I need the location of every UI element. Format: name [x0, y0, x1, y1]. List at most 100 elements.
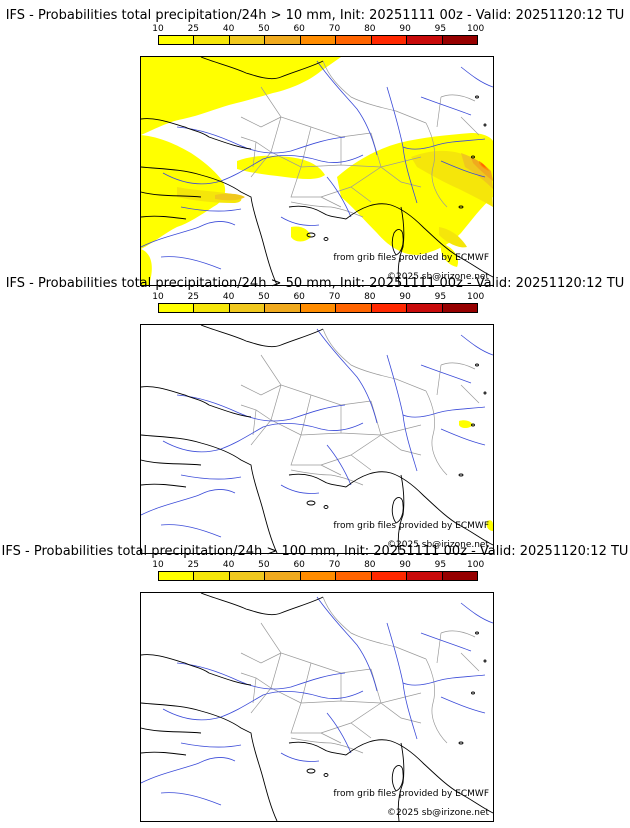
coast-line — [141, 459, 202, 488]
coast-line — [345, 739, 460, 794]
corsica-outline — [391, 497, 404, 524]
river-line — [176, 126, 346, 154]
river-line — [141, 757, 236, 784]
coast-line — [397, 742, 405, 821]
border-line — [260, 354, 422, 436]
colorbar-segment — [371, 304, 408, 312]
river-line — [280, 712, 352, 762]
precip-area — [461, 153, 493, 189]
precip-area — [141, 249, 152, 285]
colorbar-tick: 95 — [434, 560, 447, 570]
precip-area — [481, 163, 486, 168]
colorbar-segment — [229, 572, 266, 580]
coastlines — [141, 325, 493, 553]
river-line — [402, 674, 486, 686]
island — [483, 659, 487, 663]
river-line — [420, 96, 472, 116]
colorbar-segment — [371, 572, 408, 580]
border-line — [322, 328, 427, 392]
river-line — [316, 60, 378, 156]
island — [475, 363, 479, 367]
coast-line — [141, 118, 252, 150]
colorbar-tick: 70 — [328, 24, 341, 34]
colorbar-segment — [336, 572, 372, 580]
probability-map: from grib files provided by ECMWF ©2025 … — [140, 56, 494, 286]
coast-line — [141, 434, 278, 553]
colorbar — [158, 35, 478, 45]
colorbar-segment — [300, 36, 337, 44]
colorbar-segment — [371, 36, 408, 44]
colorbar-tick: 95 — [434, 292, 447, 302]
credit-grib: from grib files provided by ECMWF — [333, 789, 489, 799]
probability-map: from grib files provided by ECMWF ©2025 … — [140, 592, 494, 822]
colorbar-tick: 90 — [399, 24, 411, 34]
river-line — [440, 334, 493, 446]
river-line — [160, 474, 242, 538]
map-svg — [141, 57, 493, 285]
river-line — [162, 422, 364, 453]
colorbar-tick: 70 — [328, 292, 341, 302]
river-line — [176, 394, 346, 422]
colorbar-tick: 25 — [187, 24, 200, 34]
border-line — [240, 384, 282, 436]
precip-area — [215, 193, 245, 201]
colorbar-segment — [229, 36, 266, 44]
island — [306, 768, 316, 774]
colorbar-tick: 60 — [293, 24, 305, 34]
river-line — [440, 602, 493, 714]
border-line — [322, 60, 427, 124]
river-line — [386, 354, 418, 472]
island — [323, 505, 329, 509]
river-line — [280, 444, 352, 494]
colorbar-segment — [407, 572, 443, 580]
colorbar-tick: 80 — [364, 292, 376, 302]
map-svg — [141, 593, 493, 821]
colorbar-segment — [300, 572, 337, 580]
border-line — [436, 94, 480, 136]
precip-area — [237, 155, 325, 179]
forecast-panel-50mm: IFS - Probabilities total precipitation/… — [0, 276, 630, 554]
colorbar-segment — [442, 36, 477, 44]
coast-line — [397, 474, 405, 553]
colorbar-ticks: 10 25 40 50 60 70 80 90 95 100 — [152, 560, 484, 571]
credit-grib: from grib files provided by ECMWF — [333, 253, 489, 263]
colorbar-tick: 60 — [293, 292, 305, 302]
colorbar-segment — [159, 304, 195, 312]
credit-copyright: ©2025 sb@irizone.net — [387, 808, 489, 818]
border-line — [425, 658, 448, 744]
island — [483, 123, 487, 127]
coast-line — [288, 205, 347, 220]
colorbar-segment — [442, 572, 477, 580]
coast-line — [141, 727, 202, 756]
colorbar-tick: 80 — [364, 24, 376, 34]
border-line — [260, 622, 422, 704]
river-line — [402, 138, 486, 150]
border-line — [436, 630, 480, 672]
island — [471, 423, 475, 427]
coast-line — [345, 203, 460, 258]
rivers — [141, 596, 493, 806]
colorbar-tick: 40 — [222, 24, 235, 34]
colorbar-tick: 60 — [293, 560, 305, 570]
rivers — [141, 328, 493, 538]
river-line — [162, 154, 364, 185]
precip-area — [141, 57, 341, 135]
colorbar-tick: 100 — [467, 560, 485, 570]
river-line — [316, 596, 378, 692]
coast-line — [288, 741, 347, 756]
island — [323, 237, 329, 241]
colorbar-tick: 100 — [467, 292, 485, 302]
border-line — [250, 687, 422, 744]
colorbar-ticks: 10 25 40 50 60 70 80 90 95 100 — [152, 24, 484, 35]
border-line — [436, 362, 480, 404]
colorbar-tick: 70 — [328, 560, 341, 570]
colorbar-segment — [194, 572, 230, 580]
river-line — [160, 742, 242, 806]
colorbar — [158, 571, 478, 581]
map-svg — [141, 325, 493, 553]
colorbar-tick: 95 — [434, 24, 447, 34]
colorbar-segment — [300, 304, 337, 312]
colorbar-segment — [194, 304, 230, 312]
coastlines — [141, 57, 493, 285]
colorbar-tick: 90 — [399, 560, 411, 570]
